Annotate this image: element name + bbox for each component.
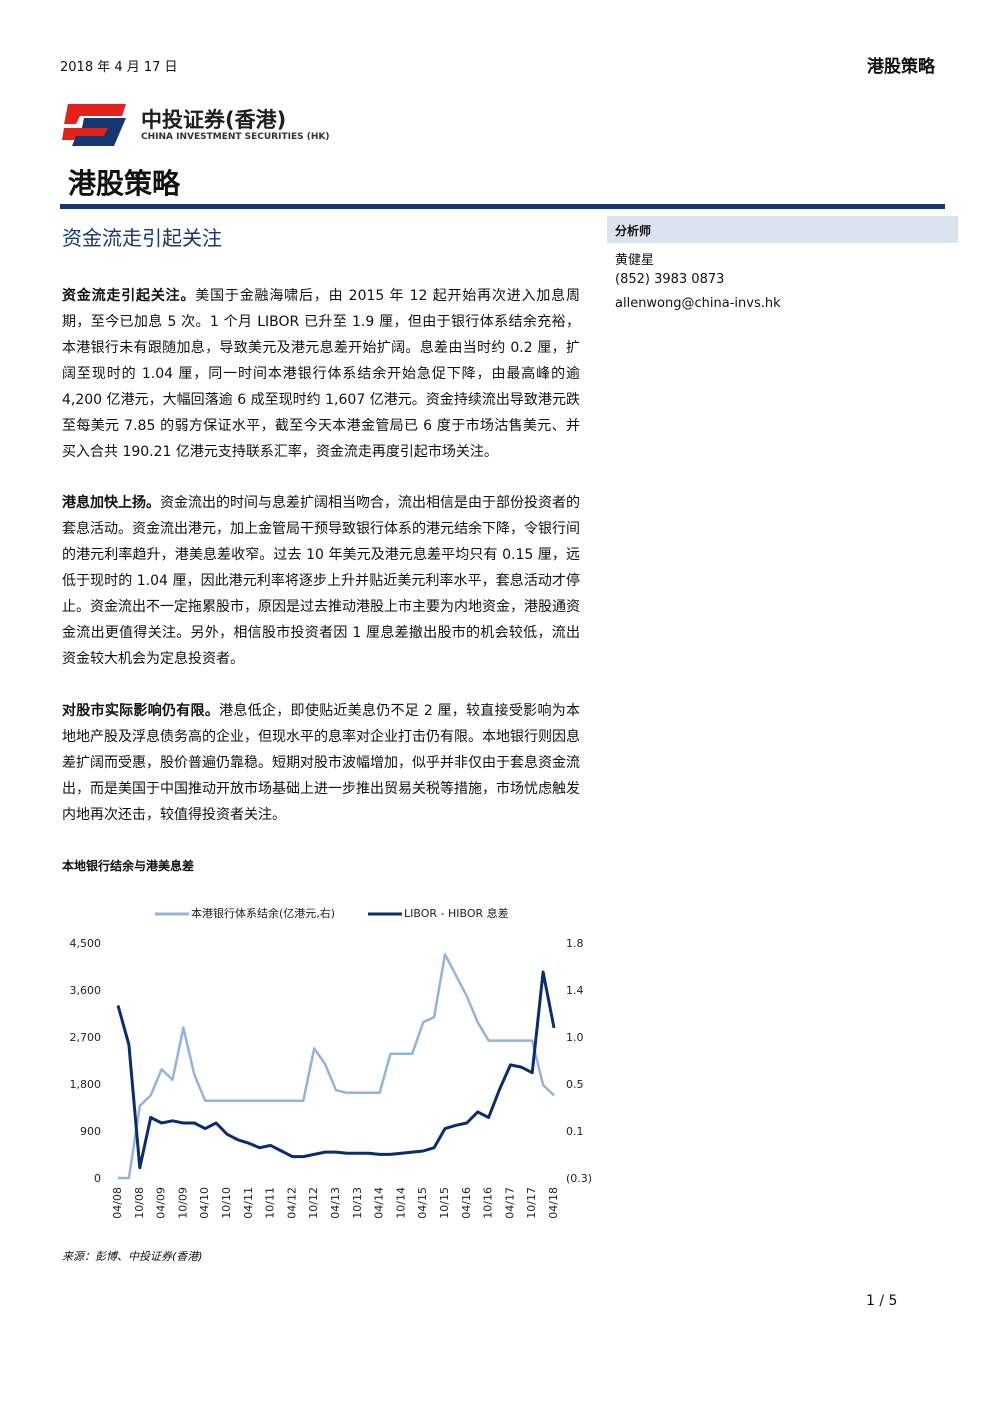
- paragraph: 对股市实际影响仍有限。港息低企，即使贴近美息仍不足 2 厘，较直接受影响为本地地…: [62, 698, 580, 828]
- y2-tick-label: 1.4: [566, 984, 584, 997]
- x-tick-label: 04/12: [285, 1187, 298, 1219]
- chart: 0 900 1,800 2,700 3,600 4,500 (0.3) 0.1 0.5 1.0 1.…: [70, 906, 593, 1219]
- x-tick-label: 10/09: [176, 1187, 189, 1219]
- paragraph: 港息加快上扬。资金流出的时间与息差扩阔相当吻合，流出相信是由于部份投资者的套息活…: [62, 490, 580, 672]
- x-tick-label: 04/09: [155, 1187, 168, 1219]
- source: 来源：彭博、中投证券(香港): [62, 1250, 203, 1263]
- series-line: [118, 953, 555, 1180]
- y-tick-label: 2,700: [70, 1031, 102, 1044]
- paragraph-lead: 资金流走引起关注。: [62, 288, 196, 304]
- x-tick-label: 10/15: [438, 1187, 451, 1219]
- y2-tick-label: 0.5: [566, 1078, 584, 1091]
- report-type: 港股策略: [867, 57, 935, 77]
- y-tick-label: 900: [80, 1125, 101, 1138]
- paragraph-text: 港息低企，即使贴近美息仍不足 2 厘，较直接受影响为本地地产股及浮息债务高的企业…: [62, 703, 581, 823]
- paragraph: 资金流走引起关注。美国于金融海啸后，由 2015 年 12 起开始再次进入加息周…: [62, 283, 580, 465]
- y-tick-label: 4,500: [70, 937, 102, 950]
- y2-tick-label: 1.0: [566, 1031, 584, 1044]
- date: 2018 年 4 月 17 日: [60, 60, 178, 75]
- logo-name-cn: 中投证券(香港): [141, 108, 287, 132]
- x-tick-label: 04/17: [503, 1187, 516, 1219]
- analyst-email: allenwong@china-invs.hk: [615, 296, 781, 311]
- x-tick-label: 04/16: [460, 1187, 473, 1219]
- sidebar-label: 分析师: [615, 224, 652, 238]
- sidebar-header: 分析师: [607, 216, 958, 243]
- y2-tick-label: 1.8: [566, 937, 584, 950]
- paragraph-lead: 港息加快上扬。: [62, 495, 160, 511]
- article-title: 资金流走引起关注: [62, 226, 222, 250]
- x-tick-label: 04/14: [373, 1187, 386, 1219]
- y-tick-label: 3,600: [70, 984, 102, 997]
- analyst-name: 黄健星: [615, 253, 655, 268]
- x-tick-label: 10/08: [133, 1187, 146, 1219]
- x-tick-label: 04/10: [198, 1187, 211, 1219]
- paragraph-text: 资金流出的时间与息差扩阔相当吻合，流出相信是由于部份投资者的套息活动。资金流出港…: [62, 495, 580, 667]
- chart-title: 本地银行结余与港美息差: [62, 859, 195, 873]
- x-tick-label: 04/15: [416, 1187, 429, 1219]
- legend-label: LIBOR - HIBOR 息差: [404, 906, 509, 920]
- x-tick-label: 04/11: [242, 1187, 255, 1219]
- x-tick-label: 10/11: [264, 1187, 277, 1219]
- section-title: 港股策略: [68, 167, 181, 200]
- x-tick-label: 10/10: [220, 1187, 233, 1219]
- x-tick-label: 10/17: [525, 1187, 538, 1219]
- x-tick-label: 04/13: [329, 1187, 342, 1219]
- logo-name-en: CHINA INVESTMENT SECURITIES (HK): [141, 132, 330, 142]
- x-tick-label: 04/18: [547, 1187, 560, 1219]
- page-number: 1 / 5: [866, 1293, 898, 1309]
- x-tick-label: 04/08: [111, 1187, 124, 1219]
- y-tick-label: 1,800: [70, 1078, 102, 1091]
- analyst-phone: (852) 3983 0873: [615, 272, 725, 287]
- x-tick-label: 10/16: [482, 1187, 495, 1219]
- x-tick-label: 10/13: [351, 1187, 364, 1219]
- paragraph-lead: 对股市实际影响仍有限。: [62, 703, 220, 719]
- legend-label: 本港银行体系结余(亿港元,右): [191, 906, 335, 920]
- logo-mark: [62, 104, 126, 146]
- y-tick-label: 0: [94, 1172, 101, 1185]
- y2-tick-label: 0.1: [566, 1125, 584, 1138]
- x-tick-label: 10/12: [307, 1187, 320, 1219]
- y2-tick-label: (0.3): [566, 1172, 592, 1185]
- x-tick-label: 10/14: [394, 1187, 407, 1219]
- divider: [60, 204, 945, 209]
- paragraph-text: 美国于金融海啸后，由 2015 年 12 起开始再次进入加息周期，至今已加息 5…: [62, 288, 580, 460]
- series-line: [116, 970, 556, 1170]
